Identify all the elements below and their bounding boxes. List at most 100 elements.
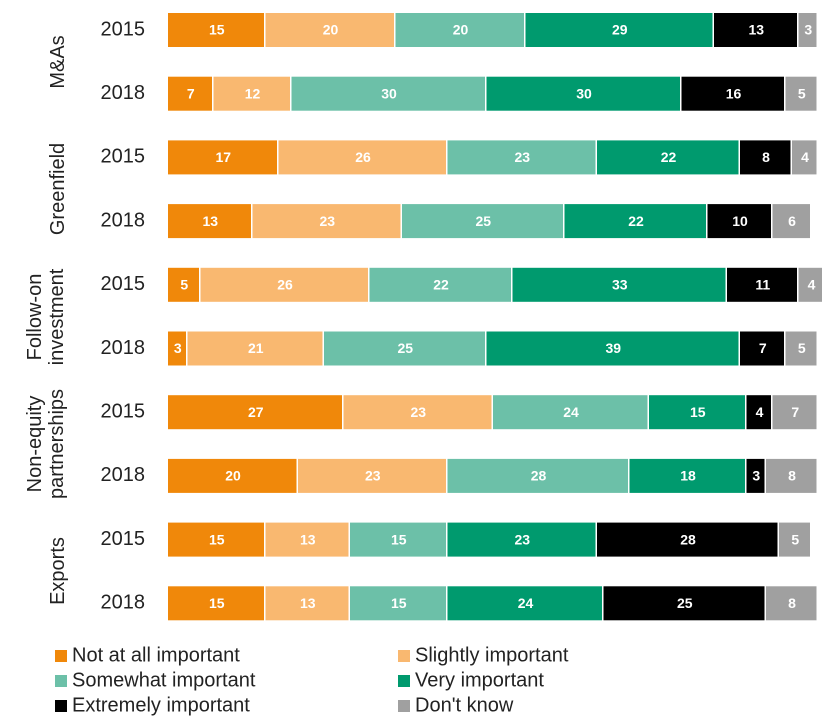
bar-segment (486, 76, 680, 111)
bar-segment (168, 395, 342, 430)
group-label: M&As (47, 35, 69, 89)
bar-segment (168, 13, 264, 47)
data-label: 24 (518, 595, 534, 611)
data-label: 10 (732, 213, 748, 229)
data-label: 15 (391, 595, 407, 611)
year-label: 2018 (101, 464, 146, 486)
data-label: 21 (248, 340, 264, 356)
bar-segment (252, 204, 401, 239)
bar-segment (785, 76, 817, 111)
bar-segment (369, 267, 511, 302)
bar-segment (792, 140, 817, 175)
data-label: 7 (187, 85, 195, 101)
data-label: 22 (661, 149, 677, 165)
legend-label: Don't know (415, 694, 514, 716)
data-label: 20 (323, 22, 339, 38)
data-label: 25 (677, 595, 693, 611)
bar-segment (597, 140, 739, 175)
data-label: 24 (563, 404, 579, 420)
bar-segment (447, 522, 596, 557)
year-label: 2018 (101, 209, 146, 231)
data-label: 4 (756, 404, 764, 420)
data-label: 4 (808, 277, 816, 293)
year-label: 2018 (101, 337, 146, 359)
bar-segment (525, 13, 713, 47)
legend-swatch (55, 675, 67, 687)
bar-segment (213, 76, 290, 111)
data-label: 7 (791, 404, 799, 420)
bar-segment (278, 140, 446, 175)
bar-segment (798, 13, 817, 47)
data-label: 13 (202, 213, 218, 229)
legend-swatch (398, 650, 410, 662)
data-label: 26 (355, 149, 371, 165)
data-label: 7 (759, 340, 767, 356)
bar-segment (265, 522, 349, 557)
bar-segment (265, 13, 394, 47)
data-label: 33 (612, 277, 628, 293)
data-label: 3 (804, 22, 812, 38)
year-label: 2018 (101, 592, 146, 614)
data-label: 30 (576, 85, 592, 101)
data-label: 3 (174, 340, 182, 356)
data-label: 8 (762, 149, 770, 165)
data-label: 27 (248, 404, 264, 420)
bar-segment (798, 267, 822, 302)
year-label: 2018 (101, 82, 146, 104)
bar-segment (324, 331, 485, 366)
legend-label: Not at all important (72, 644, 240, 666)
bar-segment (447, 458, 628, 493)
bar-segment (649, 395, 745, 430)
group-label: Non-equity partnerships (24, 389, 68, 500)
data-label: 15 (209, 22, 225, 38)
bar-segment (564, 204, 706, 239)
data-label: 18 (680, 468, 696, 484)
bar-segment (298, 458, 446, 493)
data-label: 25 (397, 340, 413, 356)
data-label: 22 (433, 277, 449, 293)
bar-segment (493, 395, 648, 430)
data-label: 15 (209, 595, 225, 611)
legend-label: Somewhat important (72, 669, 256, 691)
data-label: 25 (475, 213, 491, 229)
data-label: 22 (628, 213, 644, 229)
bar-segment (779, 522, 810, 557)
bar-segment (168, 140, 277, 175)
bar-segment (746, 395, 771, 430)
bar-segment (343, 395, 492, 430)
bar-segment (200, 267, 368, 302)
bar-segment (168, 267, 199, 302)
data-label: 5 (798, 85, 806, 101)
year-label: 2015 (101, 273, 146, 295)
bar-segment (746, 458, 765, 493)
data-label: 8 (788, 468, 796, 484)
legend-label: Slightly important (415, 644, 569, 666)
data-label: 8 (788, 595, 796, 611)
bar-segment (629, 458, 745, 493)
bar-segment (447, 586, 602, 621)
data-label: 23 (410, 404, 426, 420)
data-label: 30 (381, 85, 397, 101)
data-label: 23 (319, 213, 335, 229)
data-label: 5 (791, 531, 799, 547)
bar-segment (168, 522, 264, 557)
data-label: 6 (788, 213, 796, 229)
data-label: 26 (277, 277, 293, 293)
data-label: 13 (748, 22, 764, 38)
data-label: 29 (612, 22, 628, 38)
data-label: 20 (453, 22, 469, 38)
data-label: 15 (391, 531, 407, 547)
data-label: 16 (726, 85, 742, 101)
bar-segment (597, 522, 778, 557)
bar-segment (681, 76, 784, 111)
data-label: 12 (245, 85, 261, 101)
data-label: 13 (300, 595, 316, 611)
data-label: 15 (209, 531, 225, 547)
bar-segment (603, 586, 765, 621)
bar-segment (350, 586, 446, 621)
data-label: 4 (801, 149, 809, 165)
group-label: Follow-on investment (24, 268, 68, 365)
bar-segment (772, 204, 810, 239)
bar-segment (350, 522, 446, 557)
